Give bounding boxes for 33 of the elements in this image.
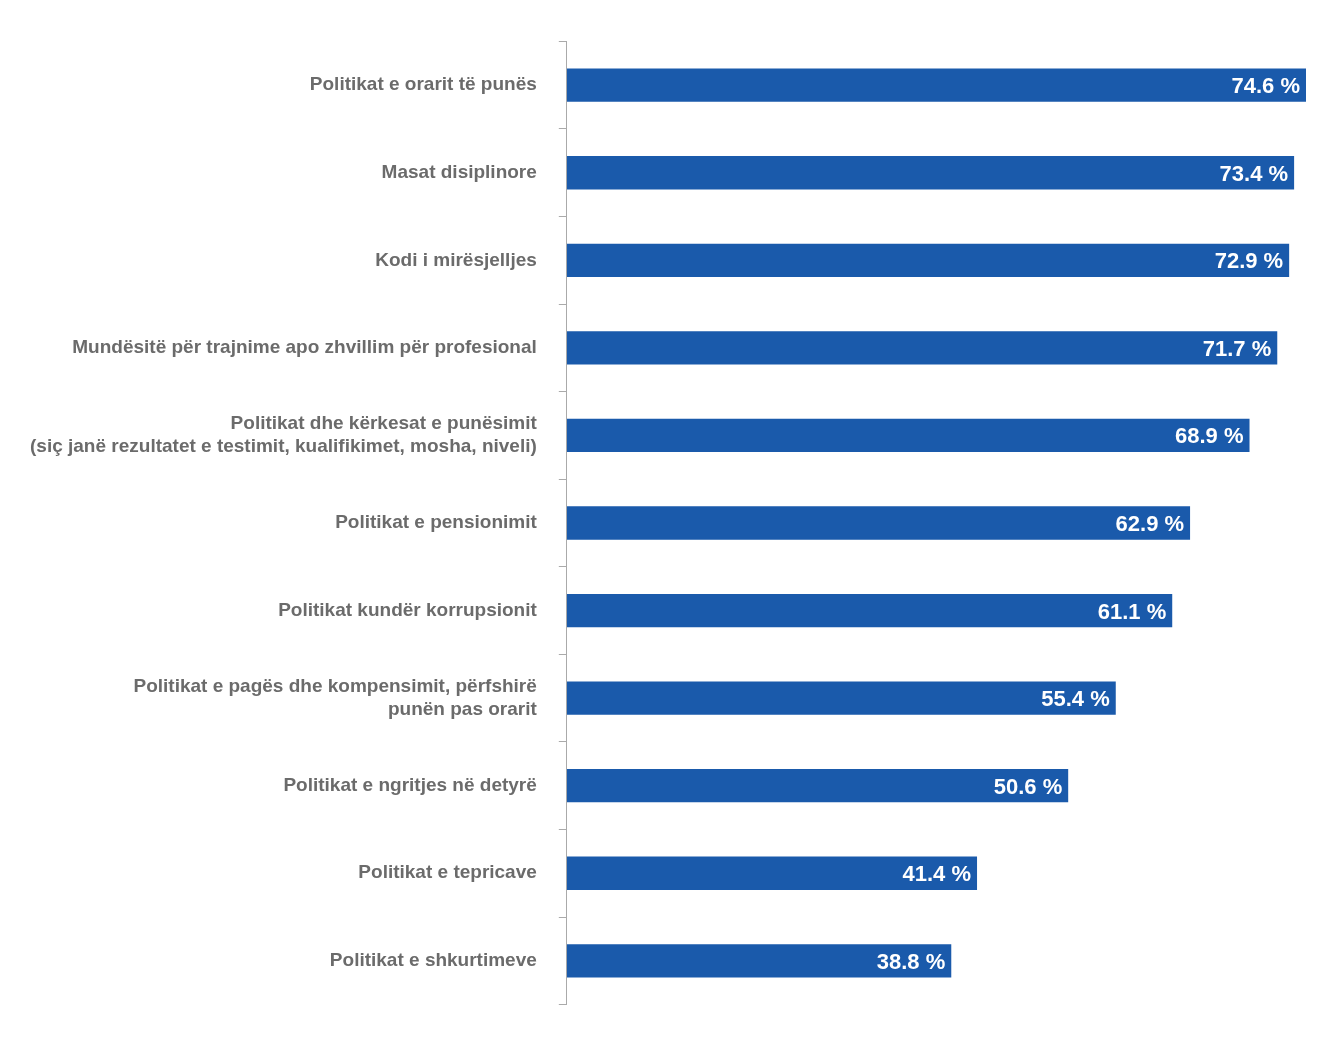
y-tick-label: Politikat e shkurtimeve: [329, 949, 537, 971]
bar: [566, 769, 1069, 803]
bar: [566, 156, 1295, 190]
data-label: 38.8 %: [876, 948, 946, 974]
data-label: 68.9 %: [1175, 423, 1244, 449]
bar: [566, 506, 1191, 540]
y-tick-label: Politikat e pagës dhe kompensimit, përfshirë punën pas orarit: [133, 674, 538, 719]
data-label: 62.9 %: [1115, 511, 1185, 537]
y-tick-label: Politikat e tepricave: [358, 861, 537, 883]
bar: [566, 68, 1306, 102]
bar: [566, 331, 1278, 365]
bar: [566, 418, 1250, 453]
bar: [566, 593, 1173, 628]
data-label: 50.6 %: [993, 773, 1063, 799]
data-label: 55.4 %: [1041, 686, 1110, 712]
data-label: 73.4 %: [1219, 160, 1289, 186]
data-label: 61.1 %: [1097, 598, 1167, 624]
bar: [566, 944, 952, 978]
y-tick-label: Kodi i mirësjelljes: [375, 248, 537, 270]
y-tick-label: Mundësitë për trajnime apo zhvillim për profesional: [72, 336, 537, 358]
data-label: 72.9 %: [1214, 248, 1284, 274]
y-tick-label: Politikat e orarit të punës: [309, 73, 537, 95]
y-tick-label: Politikat e ngritjes në detyrë: [283, 773, 537, 795]
bar: [566, 681, 1116, 715]
bar: [566, 243, 1290, 277]
y-tick-label: Politikat e pensionimit: [335, 511, 538, 533]
bar: [566, 856, 978, 890]
y-tick-label: Politikat dhe kërkesat e punësimit (siç janë rezultatet e testimit, kualifikimet, mosha, niveli): [29, 412, 538, 457]
data-label: 74.6 %: [1231, 73, 1300, 99]
y-tick-label: Politikat kundër korrupsionit: [278, 598, 538, 620]
data-label: 41.4 %: [902, 861, 972, 887]
data-label: 71.7 %: [1202, 335, 1272, 361]
y-tick-label: Masat disiplinore: [381, 160, 537, 182]
